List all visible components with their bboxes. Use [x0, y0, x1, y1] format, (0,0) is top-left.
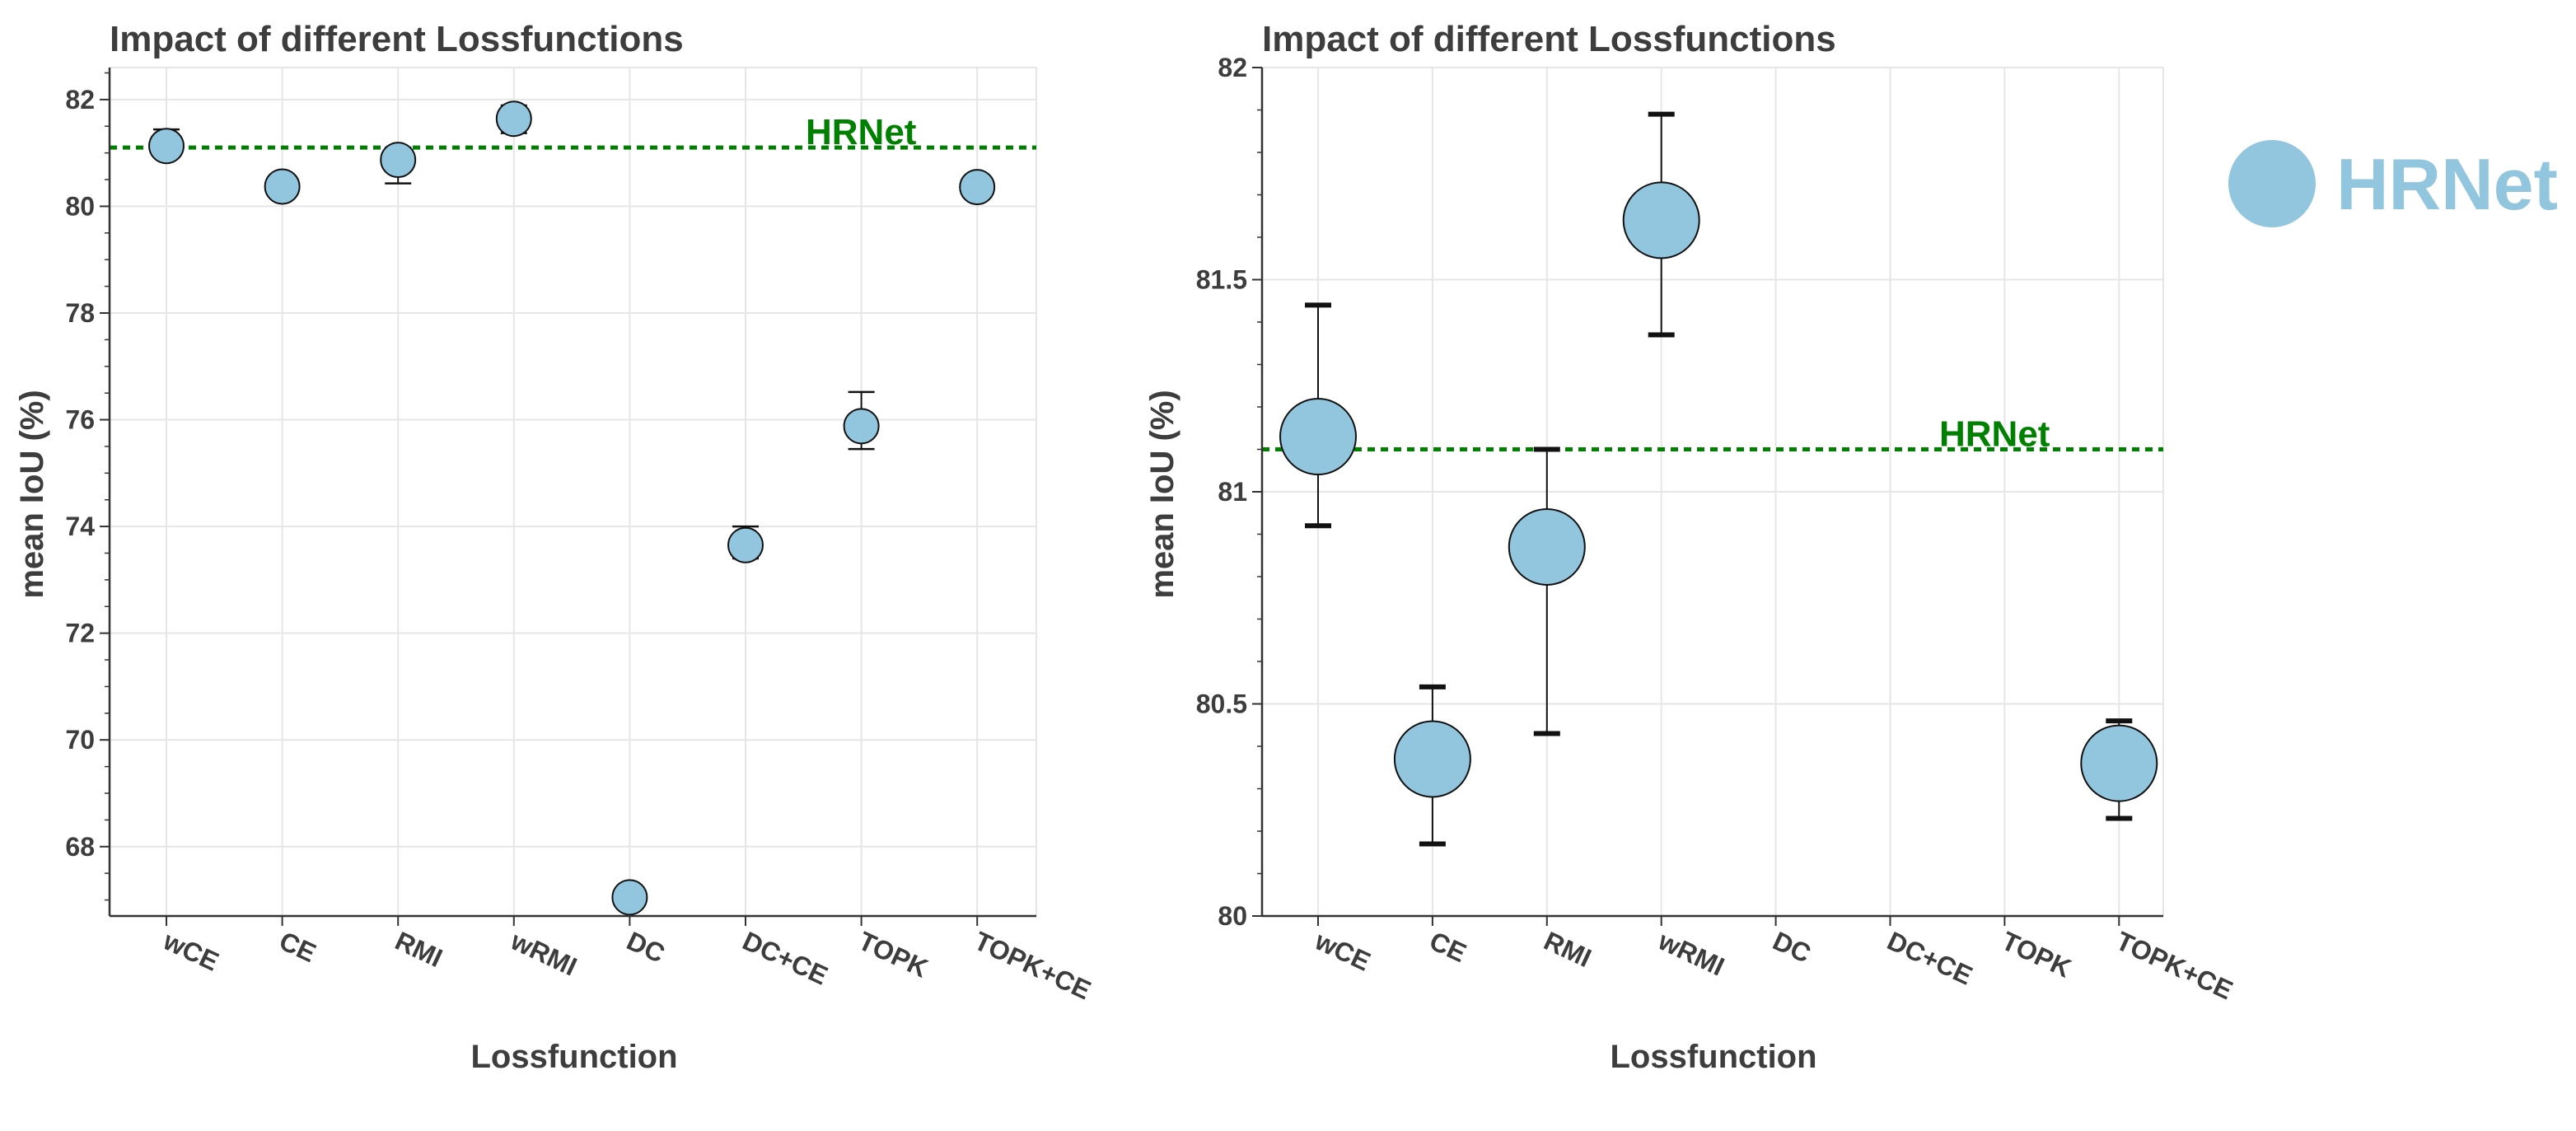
data-point [1622, 181, 1700, 259]
data-point [148, 128, 185, 165]
data-point [611, 879, 648, 916]
data-point [1393, 720, 1471, 798]
right-chart-title: Impact of different Lossfunctions [1262, 19, 1836, 59]
left-reference-label: HRNet [806, 112, 917, 152]
right-chart-axes [1252, 67, 2163, 926]
legend-marker [2228, 140, 2316, 227]
left-chart-marks [148, 100, 996, 916]
left-x-tick-labels: wCE CE RMI wRMI DC DC+CE TOPK TOPK+CE [158, 925, 1096, 1005]
x-tick-label: DC+CE [1883, 926, 1977, 991]
data-point [2080, 724, 2158, 802]
y-tick-label: 81.5 [1196, 265, 1247, 295]
left-y-axis-label: mean IoU (%) [14, 390, 50, 598]
left-y-tick-labels: 68 70 72 74 76 78 80 82 [65, 85, 95, 862]
right-chart-marks [1279, 111, 2158, 847]
right-y-axis-label: mean IoU (%) [1144, 390, 1180, 598]
x-tick-label: TOPK [1997, 926, 2075, 984]
left-chart-panel: Impact of different Lossfunctions HRNet … [14, 19, 1096, 1075]
y-tick-label: 70 [65, 725, 95, 755]
x-tick-label: wRMI [506, 925, 582, 981]
x-tick-label: wCE [1310, 925, 1375, 976]
right-x-axis-label: Lossfunction [1610, 1039, 1816, 1075]
y-tick-label: 81 [1218, 477, 1247, 507]
data-point [495, 100, 532, 138]
right-x-tick-labels: wCE CE RMI wRMI DC DC+CE TOPK TOPK+CE [1310, 925, 2237, 1005]
data-point [264, 168, 301, 205]
x-tick-label: wCE [158, 925, 223, 976]
y-tick-label: 80 [65, 191, 95, 221]
right-y-tick-labels: 80 80.5 81 81.5 82 [1196, 53, 1247, 931]
x-tick-label: DC [622, 926, 669, 969]
x-tick-label: TOPK+CE [2111, 926, 2237, 1006]
data-point [1279, 398, 1357, 476]
right-chart-panel: Impact of different Lossfunctions HRNet … [1144, 19, 2237, 1075]
x-tick-label: DC [1769, 926, 1816, 969]
data-point [1508, 507, 1586, 586]
y-tick-label: 72 [65, 619, 95, 648]
y-tick-label: 82 [65, 85, 95, 115]
left-x-axis-label: Lossfunction [470, 1039, 677, 1075]
x-tick-label: TOPK [854, 926, 933, 984]
y-tick-label: 80.5 [1196, 689, 1247, 719]
x-tick-label: RMI [390, 926, 446, 973]
legend: HRNet [2228, 140, 2558, 227]
y-tick-label: 68 [65, 832, 95, 862]
x-tick-label: wRMI [1653, 925, 1729, 981]
right-reference-label: HRNet [1939, 414, 2050, 455]
data-point [380, 142, 417, 179]
data-point [843, 408, 880, 445]
x-tick-label: CE [1425, 926, 1471, 968]
y-tick-label: 80 [1218, 901, 1247, 931]
left-chart-grid [110, 67, 1037, 916]
left-chart-title: Impact of different Lossfunctions [110, 19, 684, 59]
y-tick-label: 74 [65, 512, 95, 541]
left-chart-axes [100, 68, 1036, 926]
y-tick-label: 78 [65, 298, 95, 328]
x-tick-label: CE [275, 926, 321, 968]
x-tick-label: DC+CE [738, 926, 832, 991]
y-tick-label: 76 [65, 405, 95, 435]
x-tick-label: TOPK+CE [970, 926, 1095, 1006]
x-tick-label: RMI [1540, 926, 1596, 973]
y-tick-label: 82 [1218, 53, 1247, 82]
right-chart-grid [1262, 67, 2164, 917]
data-point [727, 526, 764, 563]
data-point [959, 169, 996, 206]
legend-label: HRNet [2336, 143, 2558, 225]
